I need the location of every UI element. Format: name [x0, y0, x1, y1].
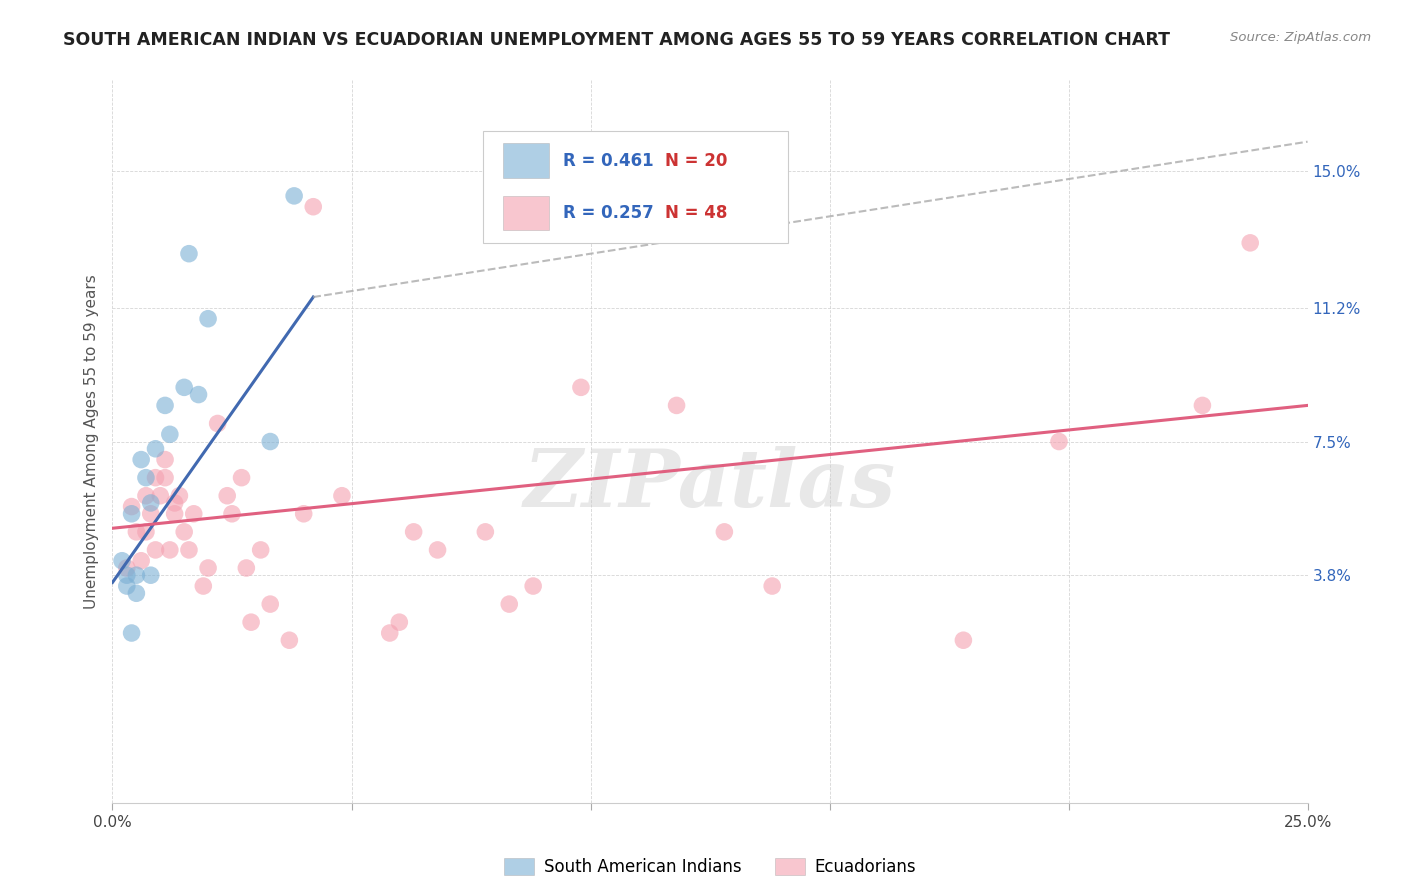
Y-axis label: Unemployment Among Ages 55 to 59 years: Unemployment Among Ages 55 to 59 years: [83, 274, 98, 609]
Point: [125, 586, 148, 600]
Point: [187, 387, 209, 401]
Point: [125, 568, 148, 582]
Point: [145, 470, 167, 484]
Point: [129, 452, 152, 467]
Point: [522, 579, 544, 593]
Point: [426, 542, 449, 557]
Point: [115, 579, 138, 593]
Point: [163, 496, 186, 510]
Point: [402, 524, 425, 539]
Point: [177, 246, 200, 260]
Point: [169, 489, 191, 503]
Point: [235, 561, 257, 575]
Point: [145, 442, 167, 456]
Point: [197, 311, 219, 326]
Point: [474, 524, 496, 539]
Point: [159, 542, 181, 557]
Point: [197, 561, 219, 575]
Point: [1239, 235, 1261, 250]
Point: [292, 507, 315, 521]
Text: R = 0.461: R = 0.461: [562, 152, 654, 169]
Legend: South American Indians, Ecuadorians: South American Indians, Ecuadorians: [498, 851, 922, 882]
Point: [145, 542, 167, 557]
Point: [183, 507, 205, 521]
FancyBboxPatch shape: [503, 144, 548, 178]
Point: [139, 507, 162, 521]
Point: [259, 434, 281, 449]
Point: [153, 452, 176, 467]
Point: [193, 579, 215, 593]
FancyBboxPatch shape: [484, 131, 787, 243]
Point: [952, 633, 974, 648]
Point: [159, 427, 181, 442]
Point: [249, 542, 271, 557]
Point: [135, 524, 157, 539]
Point: [139, 496, 162, 510]
Point: [217, 489, 239, 503]
Point: [153, 470, 176, 484]
Point: [115, 568, 138, 582]
Point: [177, 542, 200, 557]
Point: [231, 470, 253, 484]
Point: [163, 507, 186, 521]
Point: [149, 489, 172, 503]
Text: R = 0.257: R = 0.257: [562, 204, 654, 222]
Point: [129, 554, 152, 568]
Point: [1047, 434, 1070, 449]
FancyBboxPatch shape: [503, 195, 548, 230]
Point: [761, 579, 783, 593]
Point: [121, 500, 143, 514]
Point: [115, 561, 138, 575]
Point: [283, 189, 305, 203]
Point: [498, 597, 520, 611]
Point: [259, 597, 281, 611]
Point: [302, 200, 325, 214]
Point: [173, 524, 195, 539]
Point: [121, 507, 143, 521]
Point: [153, 398, 176, 412]
Text: N = 20: N = 20: [665, 152, 727, 169]
Point: [111, 554, 134, 568]
Point: [713, 524, 735, 539]
Point: [173, 380, 195, 394]
Point: [278, 633, 301, 648]
Point: [121, 626, 143, 640]
Point: [125, 524, 148, 539]
Point: [1191, 398, 1213, 412]
Text: Source: ZipAtlas.com: Source: ZipAtlas.com: [1230, 31, 1371, 45]
Point: [665, 398, 688, 412]
Point: [569, 380, 592, 394]
Point: [388, 615, 411, 630]
Point: [240, 615, 263, 630]
Text: ZIPatlas: ZIPatlas: [524, 446, 896, 524]
Text: SOUTH AMERICAN INDIAN VS ECUADORIAN UNEMPLOYMENT AMONG AGES 55 TO 59 YEARS CORRE: SOUTH AMERICAN INDIAN VS ECUADORIAN UNEM…: [63, 31, 1170, 49]
Point: [135, 489, 157, 503]
Point: [378, 626, 401, 640]
Point: [135, 470, 157, 484]
Point: [330, 489, 353, 503]
Point: [139, 568, 162, 582]
Point: [221, 507, 243, 521]
Text: N = 48: N = 48: [665, 204, 727, 222]
Point: [207, 417, 229, 431]
